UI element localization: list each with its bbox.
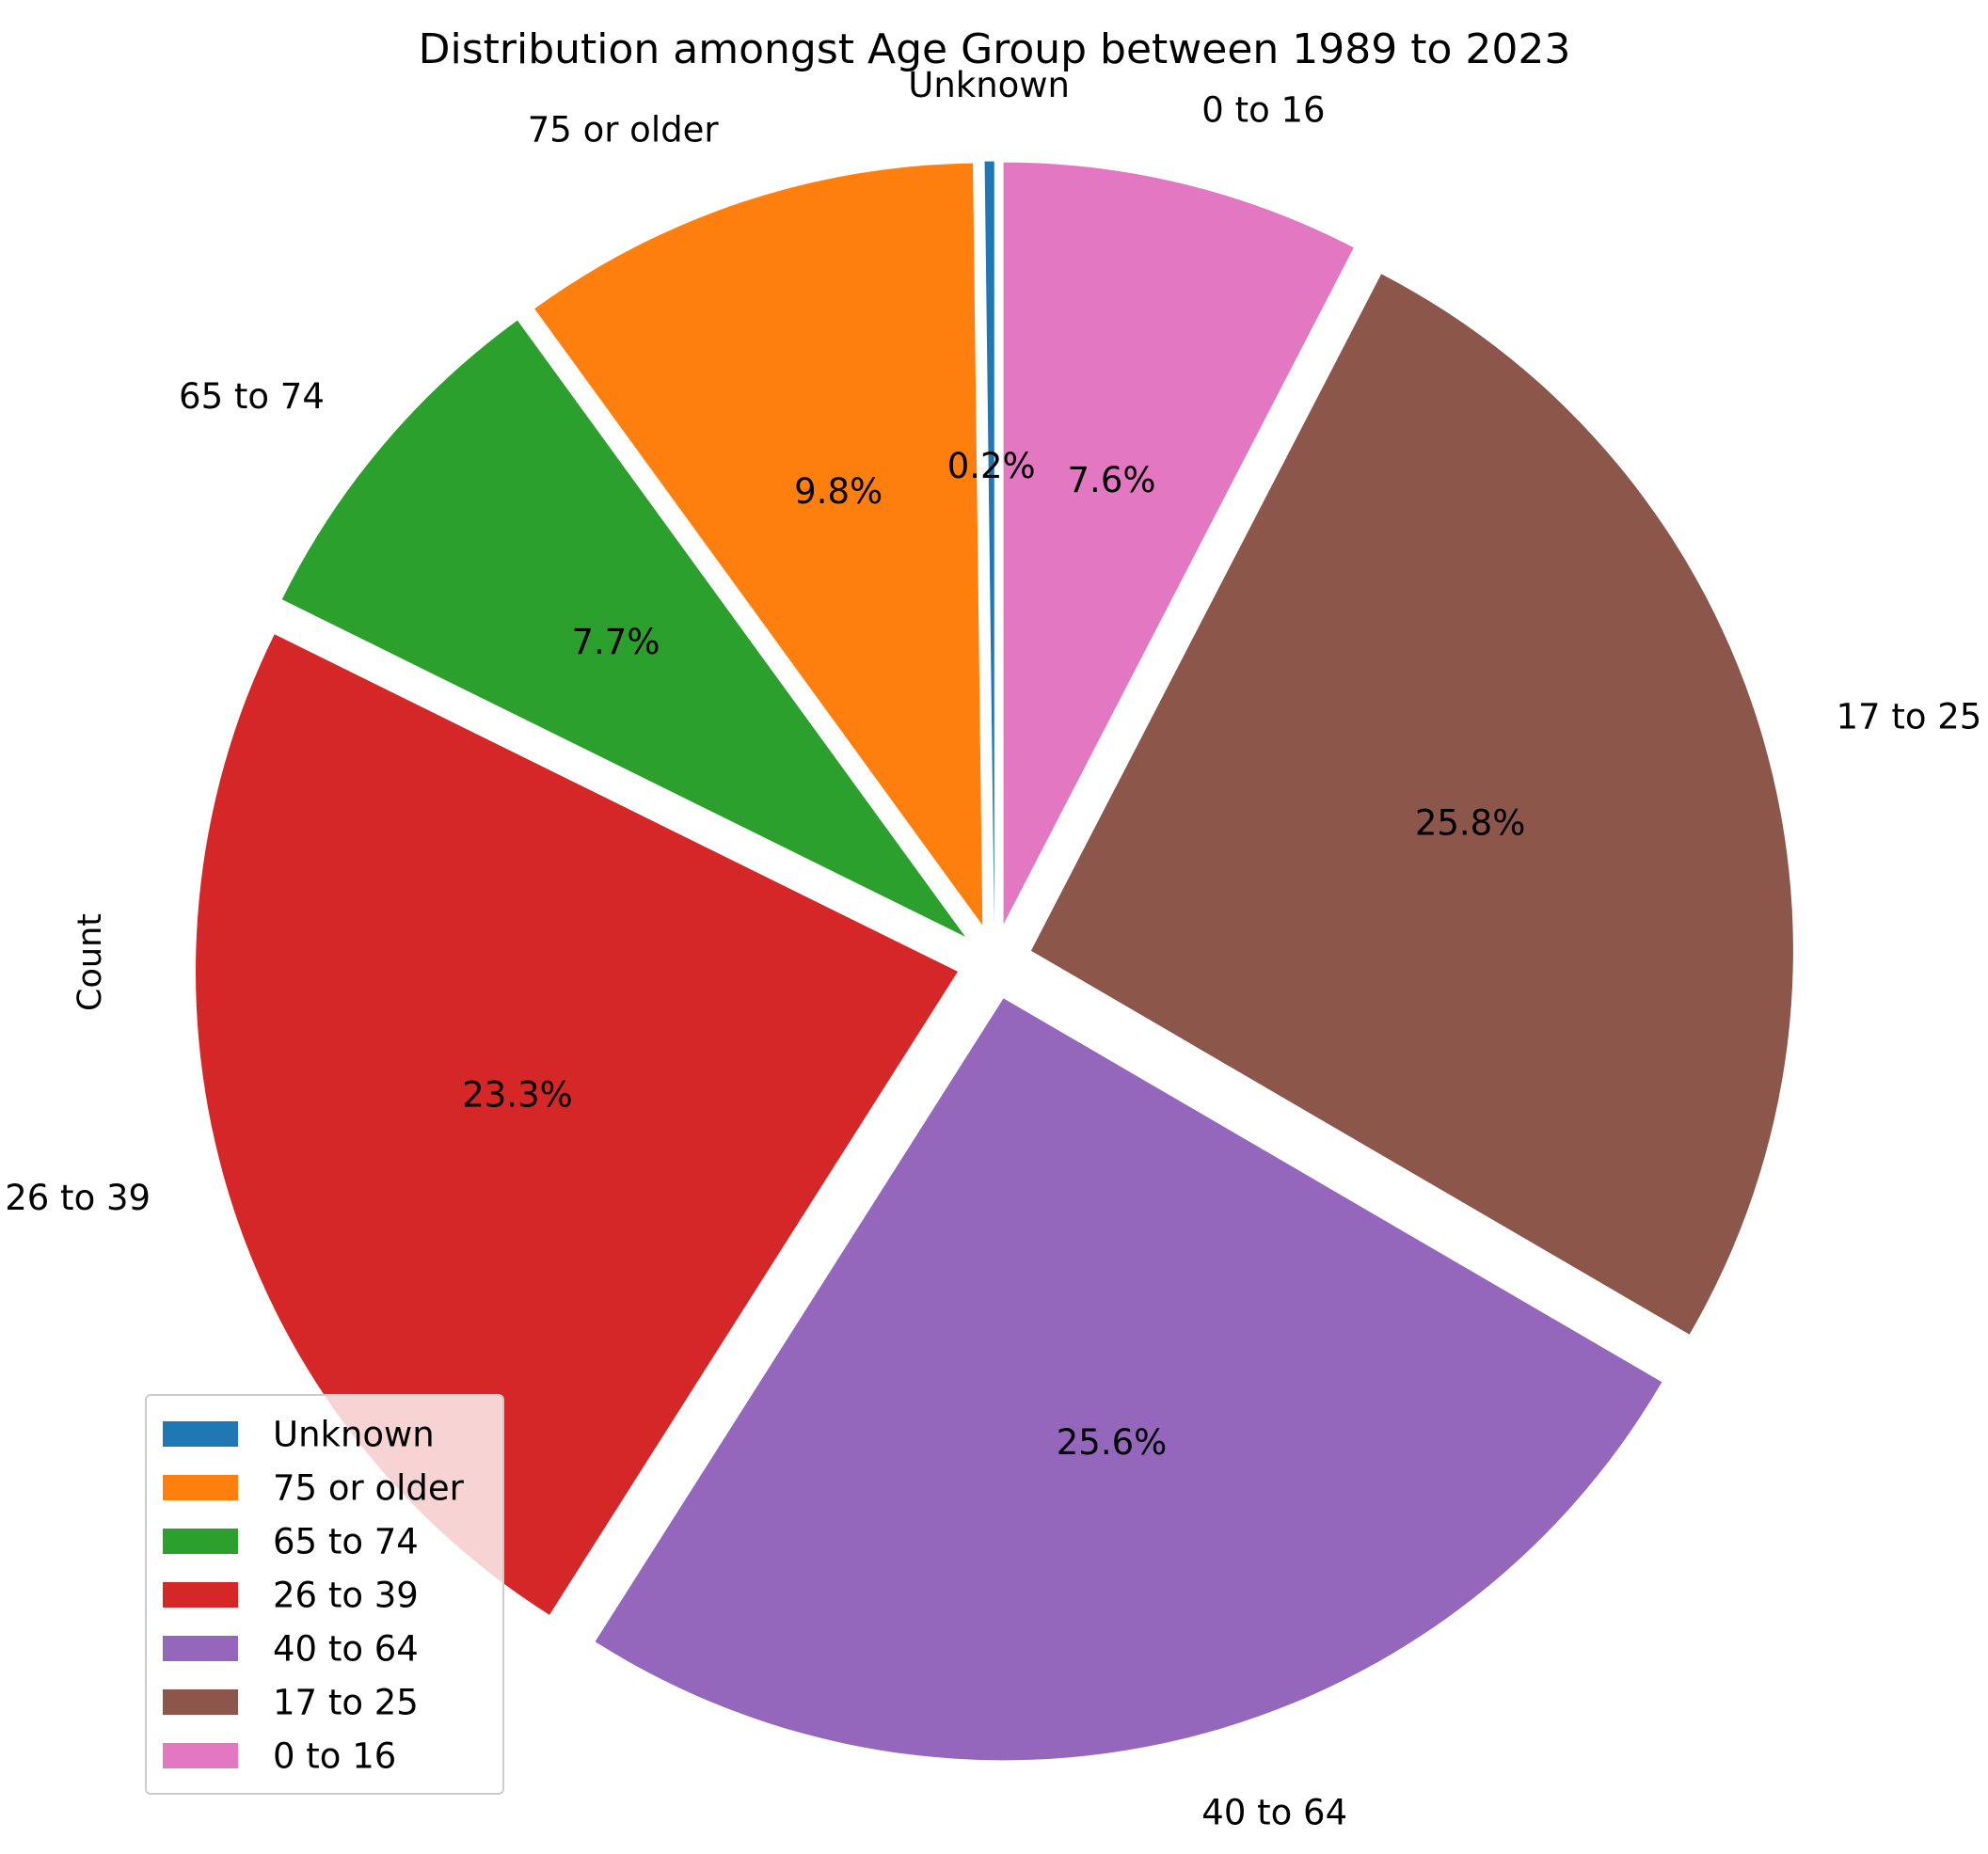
legend-swatch-65-to-74 <box>163 1529 238 1554</box>
pie-slice-0-to-16 <box>1003 162 1354 925</box>
legend-swatch-0-to-16 <box>163 1743 238 1768</box>
pie-slices <box>196 161 1793 1761</box>
percent-labels: 0.2% 9.8% 7.7% 23.3% 25.6% 25.8% 7.6% <box>462 446 1525 1463</box>
pie-slice-17-to-25 <box>1030 274 1793 1335</box>
slice-label-65-to-74: 65 to 74 <box>179 376 325 417</box>
legend-swatch-75-or-older <box>163 1475 238 1500</box>
slice-label-75-or-older: 75 or older <box>528 109 720 150</box>
legend-label-unknown: Unknown <box>273 1415 435 1455</box>
legend-label-17-to-25: 17 to 25 <box>273 1683 419 1723</box>
slice-label-unknown: Unknown <box>908 65 1070 105</box>
pie-slice-65-to-74 <box>281 320 966 937</box>
percent-label-75-or-older: 9.8% <box>794 471 883 512</box>
pie-slice-40-to-64 <box>595 998 1662 1761</box>
legend-swatch-17-to-25 <box>163 1689 238 1715</box>
percent-label-26-to-39: 23.3% <box>462 1075 573 1116</box>
percent-label-unknown: 0.2% <box>947 446 1036 486</box>
pie-slice-unknown <box>984 161 994 924</box>
percent-label-40-to-64: 25.6% <box>1057 1422 1168 1463</box>
y-axis-label: Count <box>72 913 109 1011</box>
legend-swatch-40-to-64 <box>163 1636 238 1661</box>
slice-label-40-to-64: 40 to 64 <box>1201 1793 1347 1833</box>
legend-label-26-to-39: 26 to 39 <box>273 1576 419 1616</box>
slice-label-17-to-25: 17 to 25 <box>1837 697 1982 737</box>
legend-label-40-to-64: 40 to 64 <box>273 1629 419 1670</box>
legend-label-0-to-16: 0 to 16 <box>273 1736 396 1777</box>
legend-swatch-unknown <box>163 1421 238 1447</box>
pie-slice-26-to-39 <box>196 634 959 1615</box>
legend-swatch-26-to-39 <box>163 1582 238 1608</box>
slice-labels: Unknown 75 or older 65 to 74 26 to 39 40 to … <box>5 65 1981 1833</box>
percent-label-0-to-16: 7.6% <box>1068 460 1156 500</box>
legend-label-75-or-older: 75 or older <box>273 1468 465 1509</box>
percent-label-65-to-74: 7.7% <box>572 622 660 662</box>
legend-label-65-to-74: 65 to 74 <box>273 1522 419 1562</box>
pie-slice-75-or-older <box>534 163 983 926</box>
legend: Unknown 75 or older 65 to 74 26 to 39 40 to … <box>145 1394 504 1795</box>
percent-label-17-to-25: 25.8% <box>1415 803 1526 844</box>
slice-label-0-to-16: 0 to 16 <box>1201 89 1325 130</box>
chart-title: Distribution amongst Age Group between 1… <box>419 25 1571 73</box>
slice-label-26-to-39: 26 to 39 <box>5 1178 151 1218</box>
